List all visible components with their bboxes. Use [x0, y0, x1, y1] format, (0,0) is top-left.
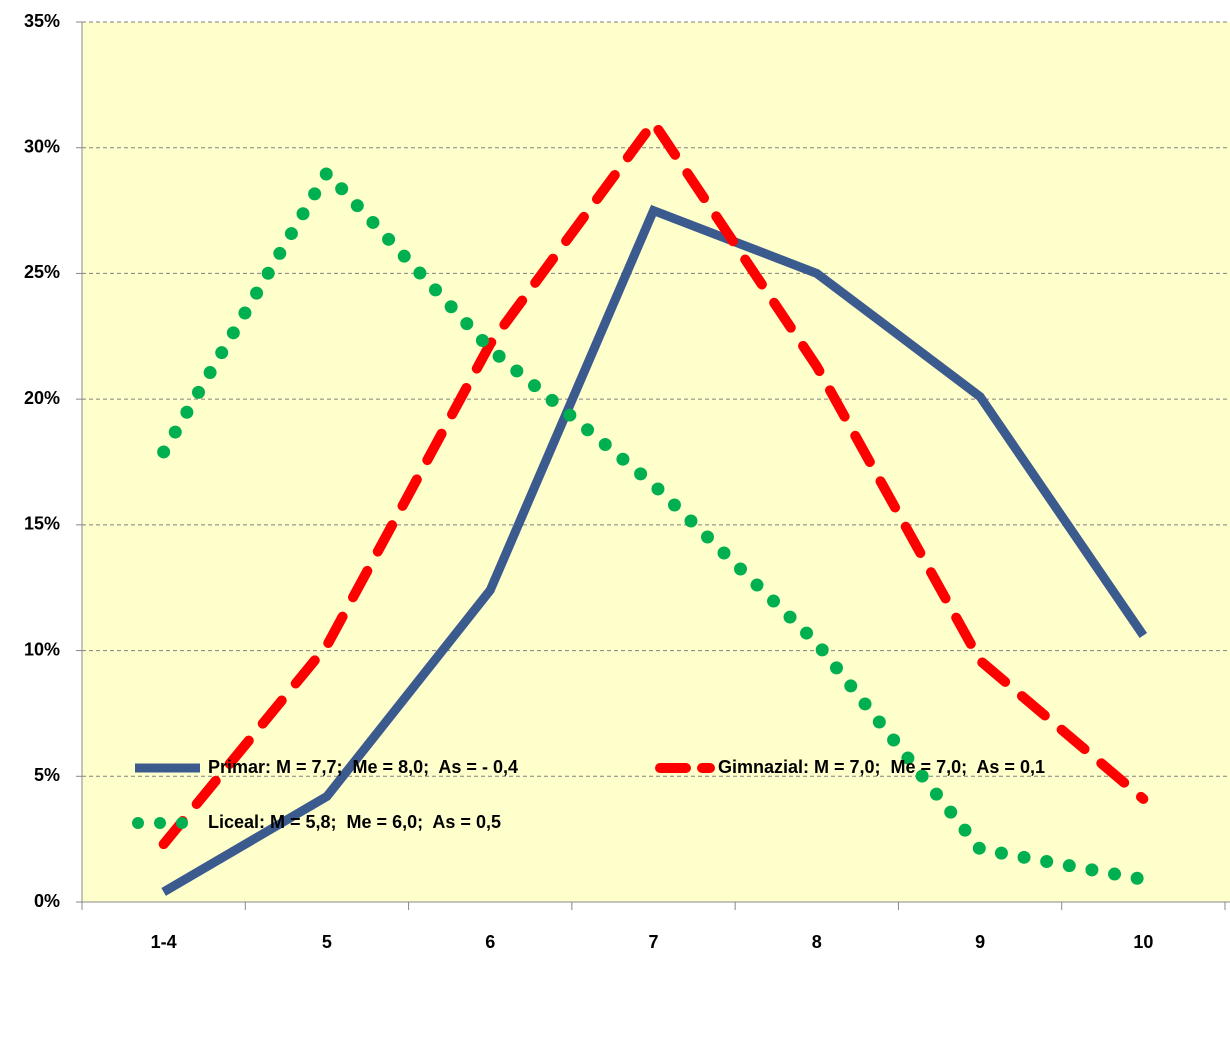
- y-tick-label: 15%: [24, 514, 60, 534]
- y-tick-label: 0%: [34, 891, 60, 911]
- series-line: [157, 162, 1150, 886]
- x-tick-label: 5: [322, 932, 332, 952]
- y-tick-label: 10%: [24, 639, 60, 659]
- x-tick-label: 10: [1133, 932, 1153, 952]
- x-tick-label: 7: [648, 932, 658, 952]
- x-tick-label: 1-4: [151, 932, 177, 952]
- y-tick-label: 30%: [24, 136, 60, 156]
- y-tick-label: 25%: [24, 262, 60, 282]
- legend-label: Liceal: M = 5,8; Me = 6,0; As = 0,5: [208, 812, 501, 832]
- x-tick-label: 8: [812, 932, 822, 952]
- series-line: [158, 113, 1149, 850]
- y-tick-label: 20%: [24, 388, 60, 408]
- legend-label: Gimnazial: M = 7,0; Me = 7,0; As = 0,1: [718, 757, 1045, 777]
- x-tick-label: 9: [975, 932, 985, 952]
- y-tick-label: 5%: [34, 765, 60, 785]
- legend-label: Primar: M = 7,7; Me = 8,0; As = - 0,4: [208, 757, 518, 777]
- series-line: [161, 204, 1148, 896]
- plot-area: [82, 22, 1230, 902]
- x-tick-label: 6: [485, 932, 495, 952]
- y-tick-label: 35%: [24, 11, 60, 31]
